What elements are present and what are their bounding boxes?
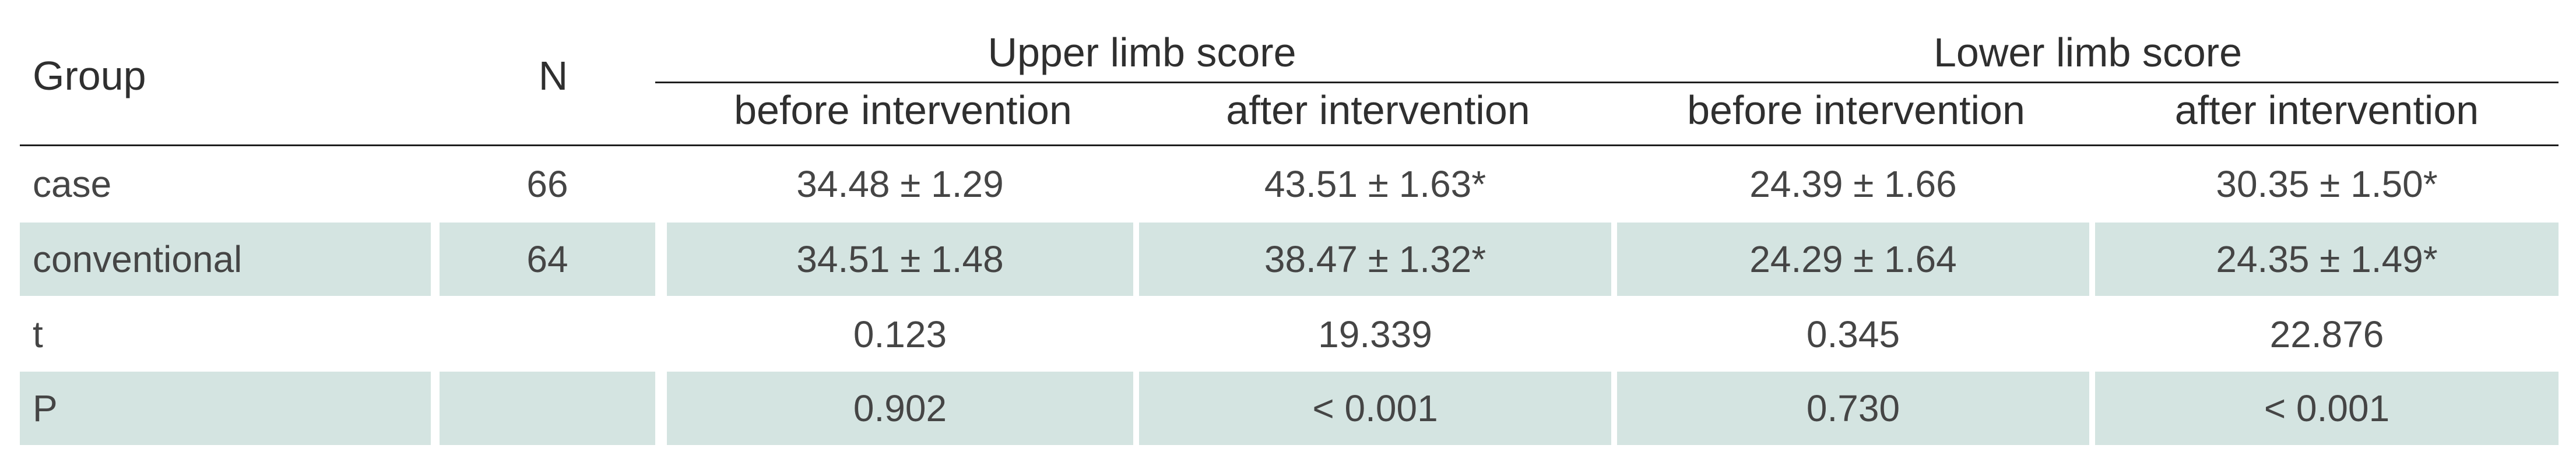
row-p-upper-before: 0.902 bbox=[667, 372, 1133, 445]
row-case-lower-before: 24.39 ± 1.66 bbox=[1749, 163, 1957, 205]
header-lower-after-intervention: after intervention bbox=[2174, 87, 2479, 133]
row-conventional-lower-before: 24.29 ± 1.64 bbox=[1617, 223, 2089, 296]
row-t-upper-before: 0.123 bbox=[853, 313, 947, 355]
row-case-upper-before: 34.48 ± 1.29 bbox=[796, 163, 1004, 205]
row-p-n bbox=[440, 372, 655, 445]
row-t-lower-after: 22.876 bbox=[2269, 313, 2384, 355]
row-case-group: case bbox=[33, 163, 112, 205]
row-t-lower-before: 0.345 bbox=[1806, 313, 1900, 355]
row-case-n: 66 bbox=[526, 163, 568, 205]
row-t-group: t bbox=[33, 313, 43, 355]
results-table: Group N Upper limb score Lower limb scor… bbox=[20, 17, 2559, 449]
row-p-lower-before: 0.730 bbox=[1617, 372, 2089, 445]
header-bottom-rule bbox=[20, 144, 2559, 146]
row-case-upper-after: 43.51 ± 1.63* bbox=[1264, 163, 1486, 205]
row-conventional-lower-after: 24.35 ± 1.49* bbox=[2095, 223, 2559, 296]
row-conventional-upper-before: 34.51 ± 1.48 bbox=[667, 223, 1133, 296]
row-conventional-upper-after: 38.47 ± 1.32* bbox=[1139, 223, 1611, 296]
header-n: N bbox=[538, 53, 568, 98]
header-lower-limb-score: Lower limb score bbox=[1933, 30, 2243, 75]
row-conventional-n: 64 bbox=[440, 223, 655, 296]
row-conventional-group: conventional bbox=[20, 223, 431, 296]
row-case-lower-after: 30.35 ± 1.50* bbox=[2216, 163, 2438, 205]
row-p-lower-after: < 0.001 bbox=[2095, 372, 2559, 445]
upper-limb-spanner-rule bbox=[655, 82, 1617, 83]
header-lower-before-intervention: before intervention bbox=[1687, 87, 2025, 133]
header-group: Group bbox=[33, 53, 146, 98]
lower-limb-spanner-rule bbox=[1617, 82, 2559, 83]
header-upper-limb-score: Upper limb score bbox=[987, 30, 1296, 75]
row-t-n bbox=[440, 299, 655, 369]
header-upper-after-intervention: after intervention bbox=[1226, 87, 1530, 133]
row-t-upper-after: 19.339 bbox=[1318, 313, 1432, 355]
header-upper-before-intervention: before intervention bbox=[734, 87, 1072, 133]
row-p-upper-after: < 0.001 bbox=[1139, 372, 1611, 445]
row-p-group: P bbox=[20, 372, 431, 445]
